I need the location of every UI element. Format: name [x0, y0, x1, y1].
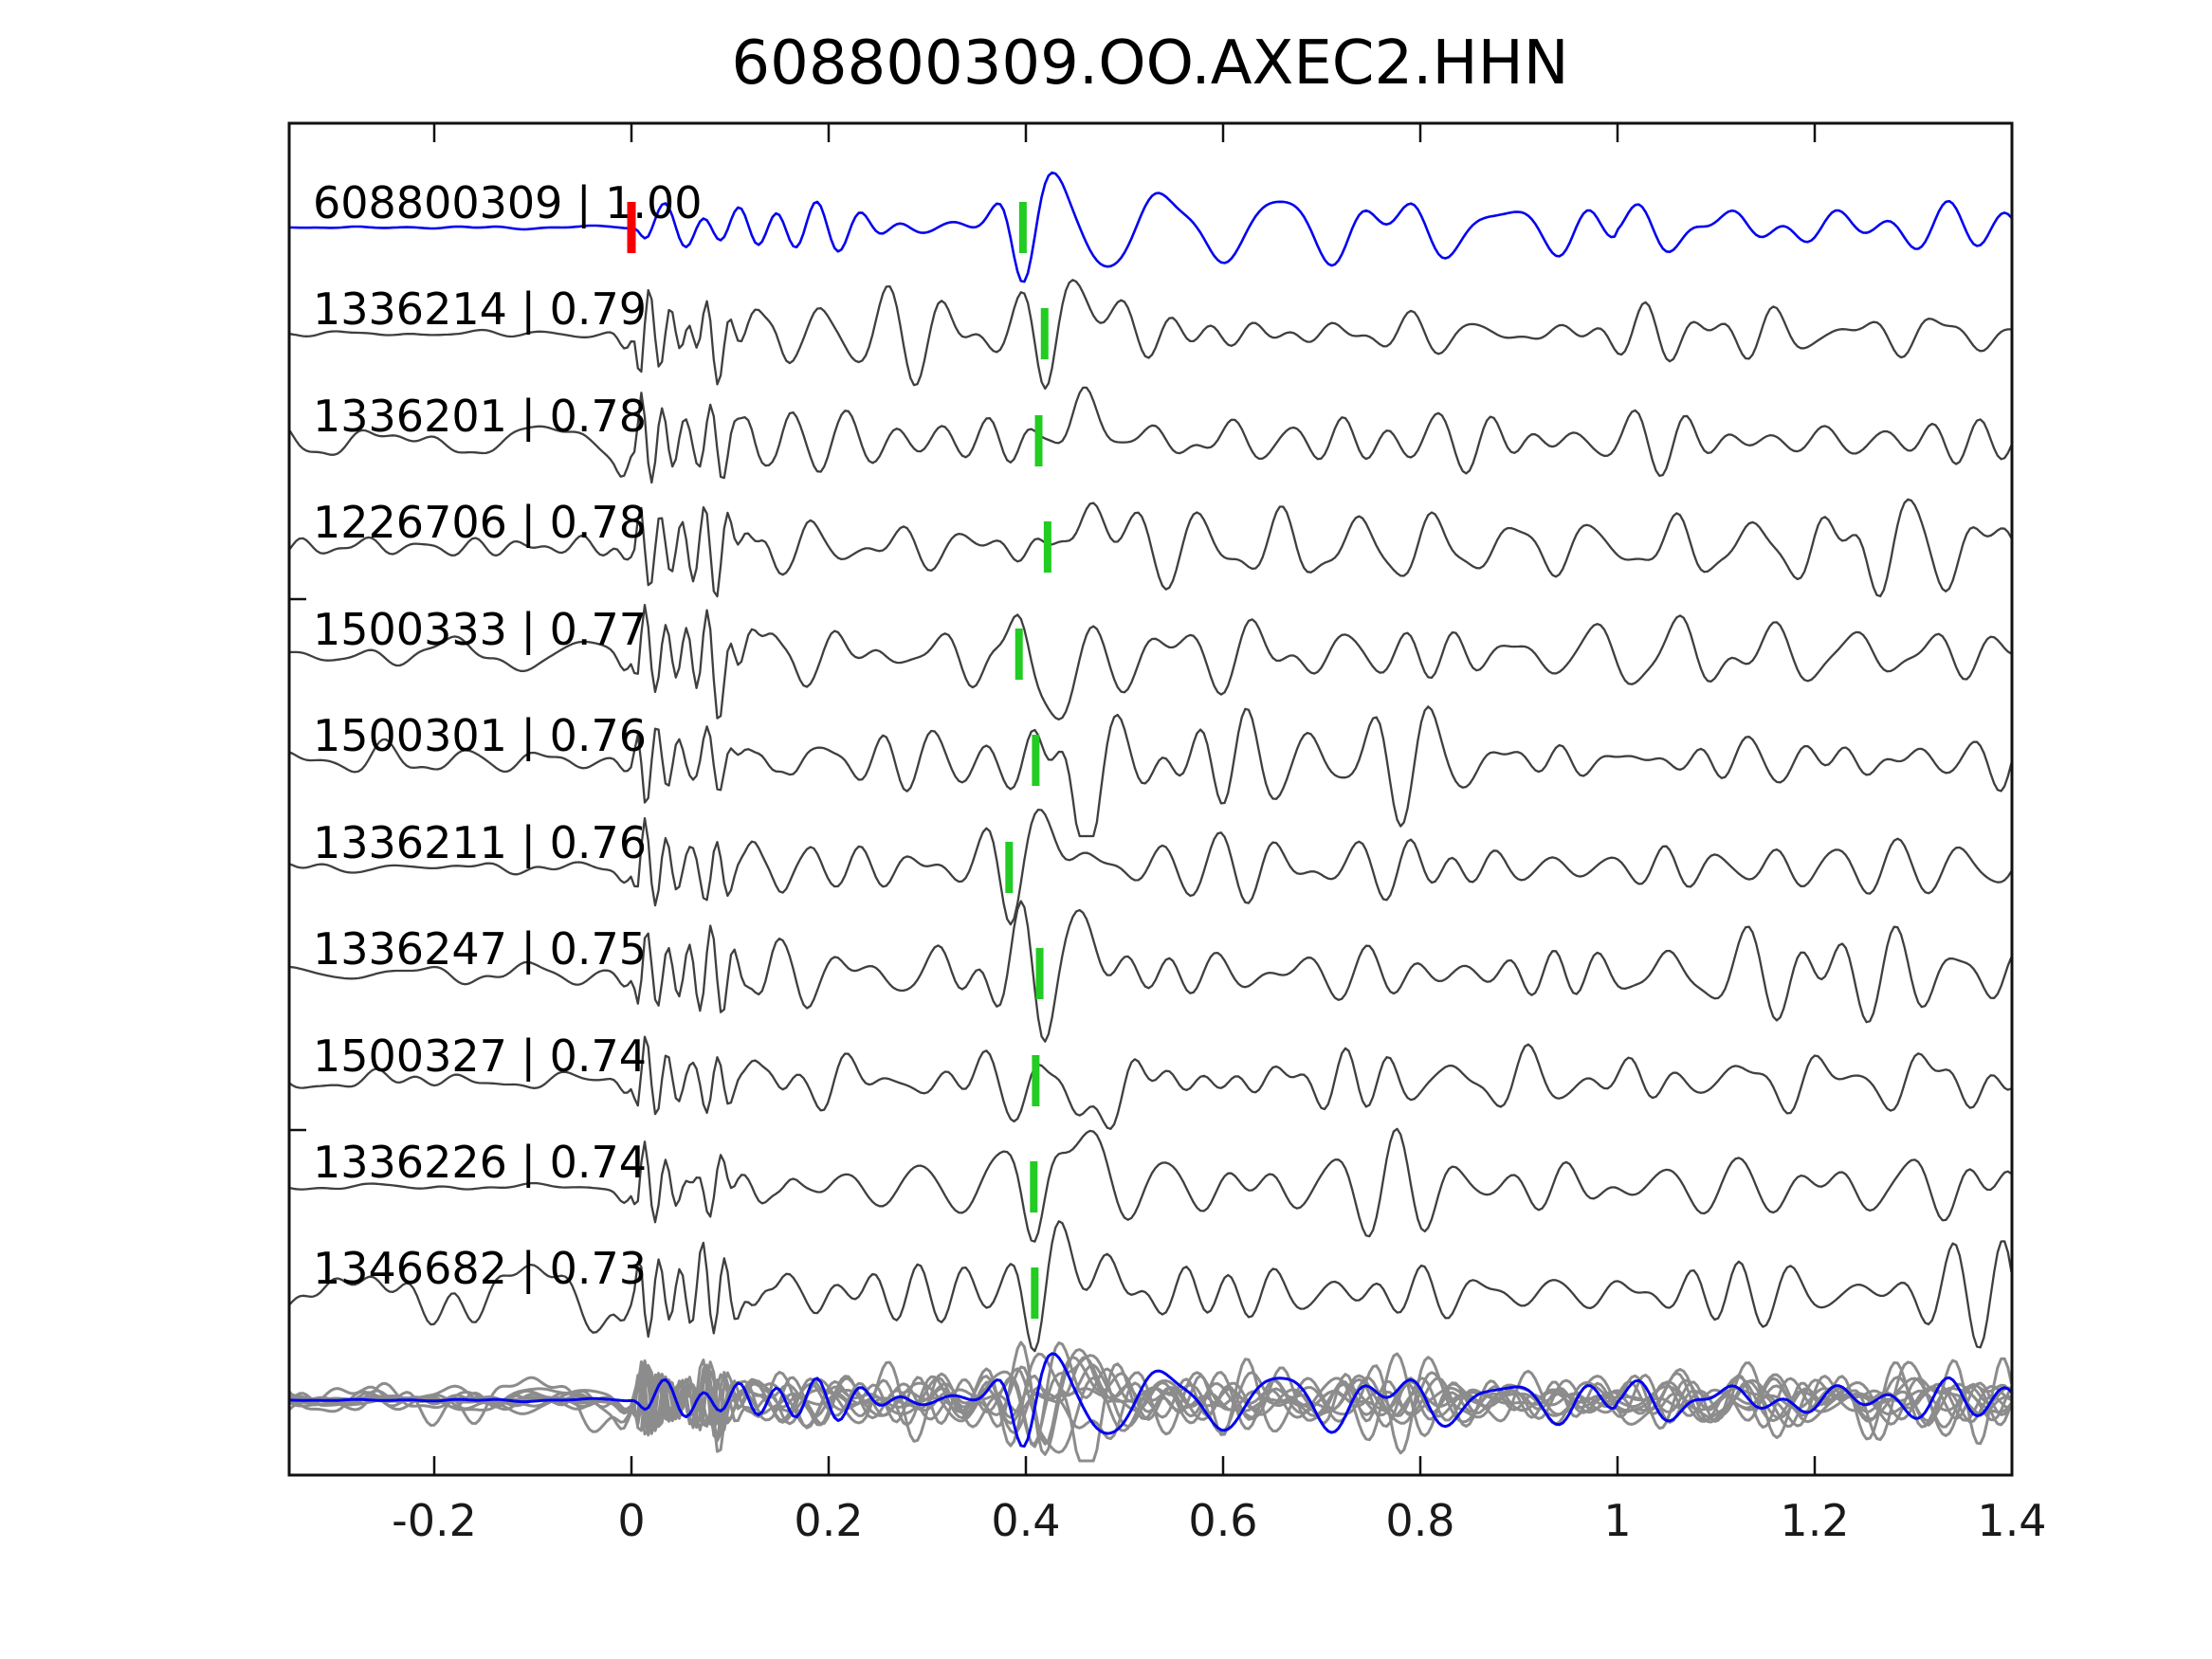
- trace-waveform-1336214: [289, 279, 2012, 391]
- x-tick-label: 1.2: [1780, 1495, 1849, 1546]
- x-tick-label: 0.6: [1188, 1495, 1257, 1546]
- x-tick-label: -0.2: [392, 1495, 477, 1546]
- trace-label: 1500301 | 0.76: [313, 710, 647, 762]
- pick-marker-1500333: [1015, 629, 1023, 680]
- pick-marker-1336214: [1040, 308, 1049, 359]
- trace-waveform-1500301: [289, 705, 2012, 838]
- trace-waveform-1500327: [289, 1035, 2012, 1130]
- stack-waveform-1336247: [289, 1340, 2012, 1456]
- x-axis-tick-labels: -0.2 0 0.2 0.4 0.6 0.8 1 1.2 1.4: [392, 1495, 2046, 1546]
- trace-label: 1336201 | 0.78: [313, 391, 647, 443]
- pick-marker-1500301: [1032, 735, 1040, 786]
- trace-waveform-608800309: [289, 171, 2012, 283]
- trace-label: 1226706 | 0.78: [313, 497, 647, 549]
- trace-label: 1336211 | 0.76: [313, 817, 647, 869]
- pick-marker-1226706: [1043, 521, 1051, 573]
- trace-labels: 608800309 | 1.00 1336214 | 0.79 1336201 …: [313, 177, 703, 1295]
- x-tick-label: 0.8: [1385, 1495, 1454, 1546]
- pick-marker-1336247: [1035, 948, 1044, 999]
- pick-marker-608800309: [1018, 202, 1027, 253]
- trace-label: 608800309 | 1.00: [313, 177, 703, 229]
- trace-waveform-1336226: [289, 1127, 2012, 1243]
- trace-waveform-1336247: [289, 900, 2012, 1043]
- trace-label: 1500327 | 0.74: [313, 1030, 647, 1083]
- chart-title: 608800309.OO.AXEC2.HHN: [731, 28, 1568, 99]
- x-tick-label: 1.4: [1977, 1495, 2046, 1546]
- pick-marker-1500327: [1032, 1055, 1040, 1106]
- trace-waveform-1336201: [289, 386, 2012, 484]
- pick-marker-1336201: [1034, 415, 1043, 466]
- trace-waveform-1500333: [289, 604, 2012, 721]
- trace-label: 1336214 | 0.79: [313, 283, 647, 336]
- trace-waveform-1346682: [289, 1220, 2012, 1353]
- trace-label: 1336247 | 0.75: [313, 923, 647, 975]
- stack-waveforms-layer: [289, 1340, 2012, 1463]
- plot-border: [287, 121, 2014, 1477]
- x-axis-ticks: [432, 123, 2014, 1475]
- trace-waveform-1226706: [289, 498, 2012, 598]
- trace-label: 1336226 | 0.74: [313, 1137, 647, 1189]
- pick-marker-1346682: [1031, 1267, 1039, 1319]
- trace-waveforms-layer: [289, 171, 2012, 1353]
- x-tick-label: 0.4: [991, 1495, 1060, 1546]
- stack-waveform-1346682: [289, 1341, 2012, 1449]
- pick-marker-1336226: [1030, 1161, 1038, 1212]
- x-tick-label: 1: [1603, 1495, 1631, 1546]
- trace-label: 1346682 | 0.73: [313, 1243, 647, 1295]
- pick-marker-1336211: [1005, 842, 1014, 893]
- pick-markers-layer: [627, 202, 1051, 1319]
- trace-label: 1500333 | 0.77: [313, 604, 647, 656]
- stack-waveform-template: [289, 1352, 2012, 1448]
- x-tick-label: 0.2: [794, 1495, 863, 1546]
- trace-waveform-1336211: [289, 808, 2012, 926]
- template-arrival-marker-608800309: [627, 202, 636, 253]
- x-tick-label: 0: [617, 1495, 645, 1546]
